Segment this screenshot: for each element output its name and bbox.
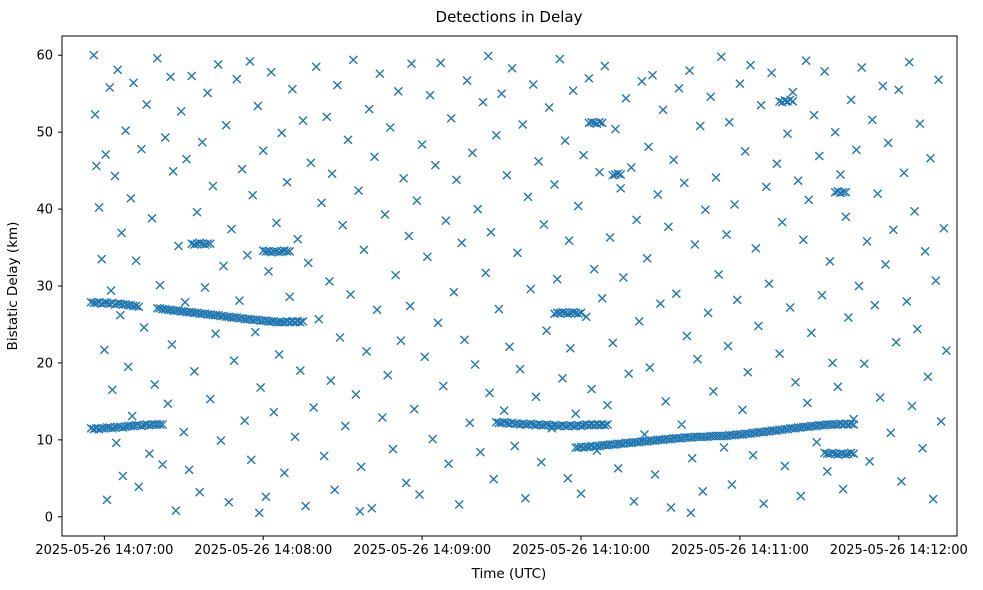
y-tick-label: 50 (36, 126, 53, 141)
y-tick-label: 10 (36, 433, 53, 448)
y-tick-label: 60 (36, 49, 53, 64)
x-tick-label: 2025-05-26 14:10:00 (512, 543, 650, 558)
plot-border (61, 35, 958, 537)
x-tick-label: 2025-05-26 14:12:00 (830, 543, 968, 558)
y-tick-label: 30 (36, 280, 53, 295)
y-axis-label: Bistatic Delay (km) (5, 222, 21, 351)
y-tick-label: 20 (36, 356, 53, 371)
x-tick-label: 2025-05-26 14:11:00 (671, 543, 809, 558)
axis-ticks: 2025-05-26 14:07:00 2025-05-26 14:08:00 20… (35, 49, 967, 558)
x-tick-label: 2025-05-26 14:09:00 (353, 543, 491, 558)
chart-title: Detections in Delay (436, 8, 583, 26)
scatter-points (86, 50, 951, 518)
x-axis-label: Time (UTC) (471, 566, 547, 582)
y-tick-label: 40 (36, 203, 53, 218)
y-tick-label: 0 (45, 510, 53, 525)
x-tick-label: 2025-05-26 14:08:00 (194, 543, 332, 558)
x-tick-label: 2025-05-26 14:07:00 (35, 543, 173, 558)
